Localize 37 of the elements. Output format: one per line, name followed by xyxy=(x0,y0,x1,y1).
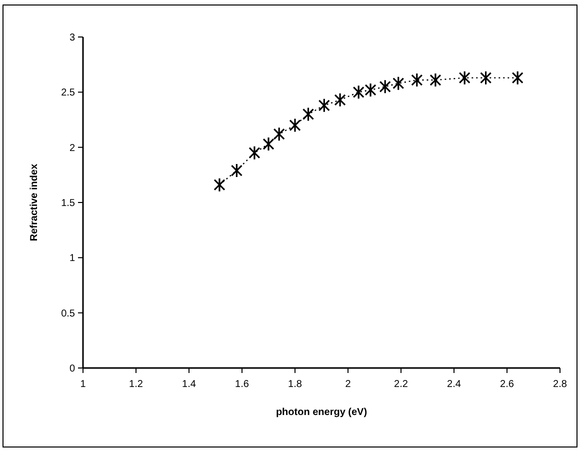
x-tick-label: 1.6 xyxy=(235,379,250,390)
point xyxy=(411,72,423,88)
point xyxy=(480,70,492,86)
x-tick-label: 1 xyxy=(80,379,86,390)
point xyxy=(379,79,391,94)
x-tick-label: 2.8 xyxy=(553,379,568,390)
point xyxy=(248,146,260,160)
point xyxy=(364,82,376,98)
point xyxy=(214,178,226,192)
y-tick-label: 1.5 xyxy=(61,198,76,209)
x-tick-label: 1.4 xyxy=(182,379,196,390)
x-tick-label: 1.8 xyxy=(288,379,302,390)
point xyxy=(392,76,404,91)
x-tick-label: 1.2 xyxy=(129,379,144,390)
y-tick-label: 3 xyxy=(69,32,76,44)
x-axis-title: photon energy (eV) xyxy=(276,407,368,418)
y-tick-label: 2 xyxy=(69,142,76,154)
point xyxy=(512,70,524,86)
y-tick-label: 1 xyxy=(69,253,76,264)
x-tick-label: 2 xyxy=(345,379,352,390)
point xyxy=(318,98,330,113)
point xyxy=(430,72,442,88)
point xyxy=(273,126,285,142)
x-tick-label: 2.2 xyxy=(394,379,408,390)
point xyxy=(230,163,242,178)
point xyxy=(302,106,314,122)
y-tick-label: 2.5 xyxy=(61,88,76,99)
point xyxy=(262,136,274,152)
y-tick-label: 0.5 xyxy=(61,308,76,320)
y-axis-title: Refractive index xyxy=(29,163,40,242)
point xyxy=(352,84,364,100)
point xyxy=(458,70,470,86)
y-tick-label: 0 xyxy=(69,364,76,374)
x-tick-label: 2.6 xyxy=(500,379,514,390)
point xyxy=(289,118,301,133)
x-tick-label: 2.4 xyxy=(447,379,462,390)
point xyxy=(334,92,346,108)
